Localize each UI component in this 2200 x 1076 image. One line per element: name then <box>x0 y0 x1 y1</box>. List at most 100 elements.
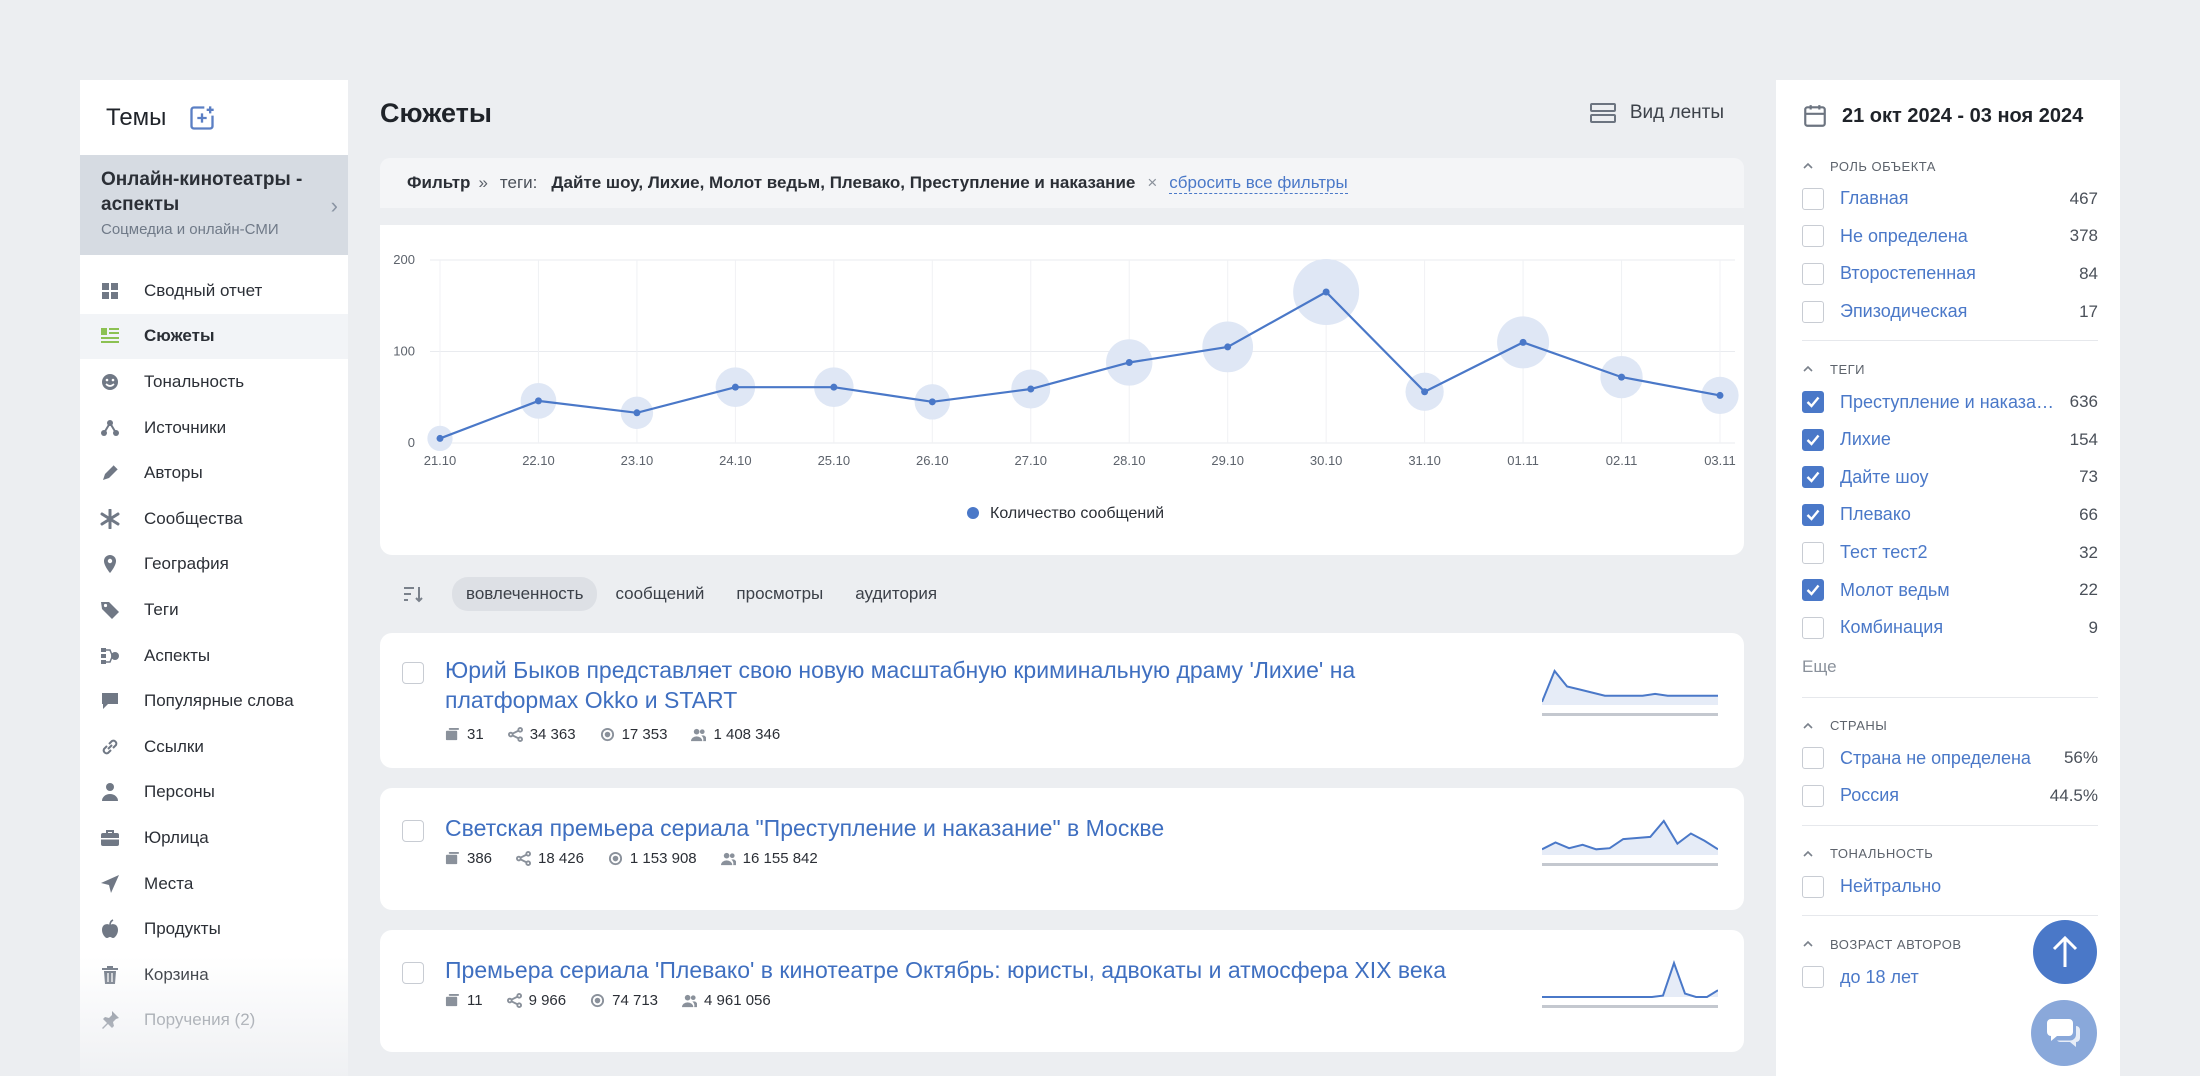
option-label: Россия <box>1840 785 1900 806</box>
sidebar-item[interactable]: Аспекты <box>80 633 348 679</box>
story-metrics: 31 34 363 17 353 1 408 346 <box>445 726 780 743</box>
show-more-link[interactable]: Еще <box>1802 656 1837 676</box>
checkbox[interactable] <box>1802 616 1824 639</box>
view-feed-label: Вид ленты <box>1629 102 1724 123</box>
sidebar-item[interactable]: Персоны <box>80 770 348 816</box>
story-checkbox[interactable] <box>402 820 424 842</box>
chevron-up-icon <box>1803 941 1813 947</box>
y-tick-label: 0 <box>408 435 415 450</box>
calendar-icon <box>1804 105 1826 127</box>
sidebar-item[interactable]: География <box>80 542 348 588</box>
story-title[interactable]: Юрий Быков представляет свою новую масшт… <box>445 657 1356 713</box>
checkbox[interactable] <box>1802 875 1824 898</box>
filter-option[interactable]: Эпизодическая 17 <box>1802 293 2098 331</box>
sidebar-item[interactable]: Источники <box>80 405 348 451</box>
sidebar: Темы Онлайн-кинотеатры - аспекты Соцмеди… <box>80 80 348 1076</box>
section-header[interactable]: Теги <box>1802 355 2098 383</box>
filter-option[interactable]: Преступление и наказание 636 <box>1802 383 2098 421</box>
story-title[interactable]: Светская премьера сериала "Преступление … <box>445 815 1165 841</box>
date-range-picker[interactable]: 21 окт 2024 - 03 ноя 2024 <box>1802 80 2098 152</box>
filter-option[interactable]: Молот ведьм 22 <box>1802 571 2098 609</box>
filter-option[interactable]: Плевако 66 <box>1802 496 2098 534</box>
section-header[interactable]: Страны <box>1802 712 2098 740</box>
chat-button[interactable] <box>2031 1000 2097 1066</box>
story-checkbox[interactable] <box>402 662 424 684</box>
sidebar-nav: Сводный отчет Сюжеты Тональность Источники А… <box>80 268 348 1043</box>
checkbox[interactable] <box>1802 541 1824 564</box>
sidebar-item-label: Теги <box>144 599 179 619</box>
briefcase-icon <box>100 828 120 848</box>
data-point <box>1716 391 1724 399</box>
checkbox[interactable] <box>1802 747 1824 770</box>
sidebar-item[interactable]: Сообщества <box>80 496 348 542</box>
sort-option[interactable]: аудитория <box>855 584 938 603</box>
sidebar-item-label: Аспекты <box>144 645 211 665</box>
checkbox-checked[interactable] <box>1802 579 1824 602</box>
filter-option[interactable]: Дайте шоу 73 <box>1802 459 2098 497</box>
current-topic[interactable]: Онлайн-кинотеатры - аспекты Соцмедиа и о… <box>80 155 348 255</box>
checkbox[interactable] <box>1802 225 1824 248</box>
sidebar-item[interactable]: Сводный отчет <box>80 268 348 314</box>
grid-icon <box>100 281 120 301</box>
sort-icon[interactable] <box>402 583 424 605</box>
sidebar-item[interactable]: Юрлица <box>80 815 348 861</box>
story-card: Светская премьера сериала "Преступление … <box>380 788 1744 910</box>
sidebar-item[interactable]: Популярные слова <box>80 678 348 724</box>
sidebar-item[interactable]: Ссылки <box>80 724 348 770</box>
view-feed-button[interactable]: Вид ленты <box>1589 102 1724 124</box>
filter-option[interactable]: Не определена 378 <box>1802 218 2098 256</box>
filter-option[interactable]: Страна не определена 56% <box>1802 740 2098 778</box>
sidebar-item-label: Персоны <box>144 782 215 802</box>
sort-option[interactable]: сообщений <box>615 584 705 603</box>
checkbox[interactable] <box>1802 262 1824 285</box>
checkbox-checked[interactable] <box>1802 503 1824 526</box>
filter-option[interactable]: Главная 467 <box>1802 180 2098 218</box>
story-checkbox[interactable] <box>402 962 424 984</box>
filter-option[interactable]: Тест тест2 32 <box>1802 534 2098 572</box>
filter-option[interactable]: Комбинация 9 <box>1802 609 2098 647</box>
sidebar-item[interactable]: Теги <box>80 587 348 633</box>
story-title[interactable]: Премьера сериала 'Плевако' в кинотеатре … <box>445 957 1447 983</box>
filter-option[interactable]: Лихие 154 <box>1802 421 2098 459</box>
scroll-top-button[interactable] <box>2033 920 2097 984</box>
sidebar-item[interactable]: Продукты <box>80 906 348 952</box>
checkbox-checked[interactable] <box>1802 466 1824 489</box>
reset-filters-link[interactable]: сбросить все фильтры <box>1169 172 1348 194</box>
sidebar-item[interactable]: Сюжеты <box>80 313 348 360</box>
filter-option[interactable]: Россия 44.5% <box>1802 777 2098 815</box>
section-title: Возраст авторов <box>1830 936 1962 952</box>
filter-option[interactable]: до 18 лет <box>1802 958 2098 996</box>
checkbox[interactable] <box>1802 966 1824 989</box>
sparkline-baseline <box>1542 713 1718 716</box>
sort-option[interactable]: вовлеченность <box>452 577 598 611</box>
checkbox[interactable] <box>1802 187 1824 210</box>
checkbox-checked[interactable] <box>1802 391 1824 414</box>
messages-icon <box>445 851 460 866</box>
option-count: 22 <box>2079 580 2098 600</box>
checkbox-checked[interactable] <box>1802 428 1824 451</box>
sidebar-item-label: Юрлица <box>144 827 209 847</box>
sort-option[interactable]: просмотры <box>736 584 824 603</box>
audience-count: 1 408 346 <box>691 726 780 743</box>
filter-option[interactable]: Нейтрально <box>1802 868 2098 906</box>
checkbox[interactable] <box>1802 784 1824 807</box>
date-range: 21 окт 2024 - 03 ноя 2024 <box>1842 104 2084 127</box>
add-topic-icon[interactable] <box>188 104 216 132</box>
clear-filter-icon[interactable]: × <box>1147 173 1158 192</box>
section-header[interactable]: Тональность <box>1802 840 2098 868</box>
sidebar-item[interactable]: Тональность <box>80 359 348 405</box>
sidebar-item[interactable]: Авторы <box>80 450 348 496</box>
section-header[interactable]: Роль объекта <box>1802 152 2098 180</box>
data-point <box>633 409 641 417</box>
option-label: Второстепенная <box>1840 263 1976 284</box>
section-header[interactable]: Возраст авторов <box>1802 930 2098 958</box>
option-label: Эпизодическая <box>1840 301 1968 322</box>
sidebar-item[interactable]: Места <box>80 861 348 907</box>
views-count: 74 713 <box>590 992 658 1009</box>
data-point <box>1322 288 1330 296</box>
sort-options: вовлеченность сообщений просмотры аудитория <box>452 577 951 611</box>
story-sparkline <box>1542 669 1718 716</box>
filter-option[interactable]: Второстепенная 84 <box>1802 255 2098 293</box>
sparkline-baseline <box>1542 1005 1718 1008</box>
checkbox[interactable] <box>1802 300 1824 323</box>
